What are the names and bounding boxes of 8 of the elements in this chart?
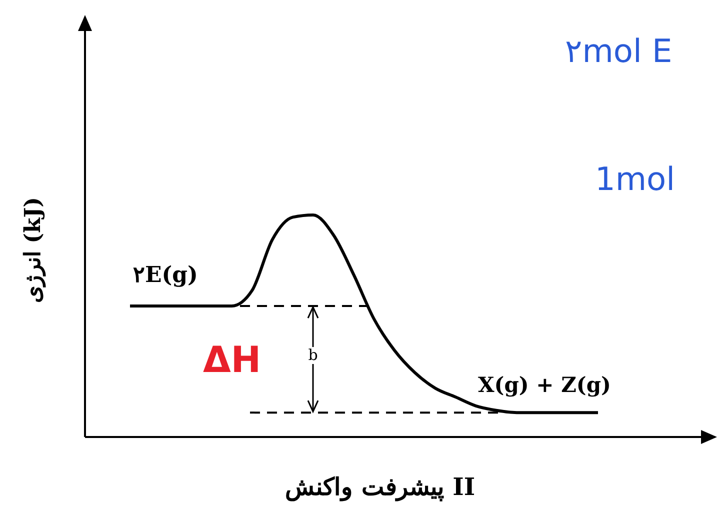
y-axis-title: انرژی (kJ) xyxy=(20,196,46,304)
annotation: ۲E(g) xyxy=(133,262,198,288)
annotation: ΔH xyxy=(203,340,261,381)
text: ۲mol E xyxy=(565,32,672,70)
annotation: b xyxy=(308,346,318,364)
x-axis-title: پیشرفت واکنش II xyxy=(284,472,476,502)
annotation: X(g) + Z(g) xyxy=(478,372,611,397)
text: 1mol xyxy=(595,160,675,198)
